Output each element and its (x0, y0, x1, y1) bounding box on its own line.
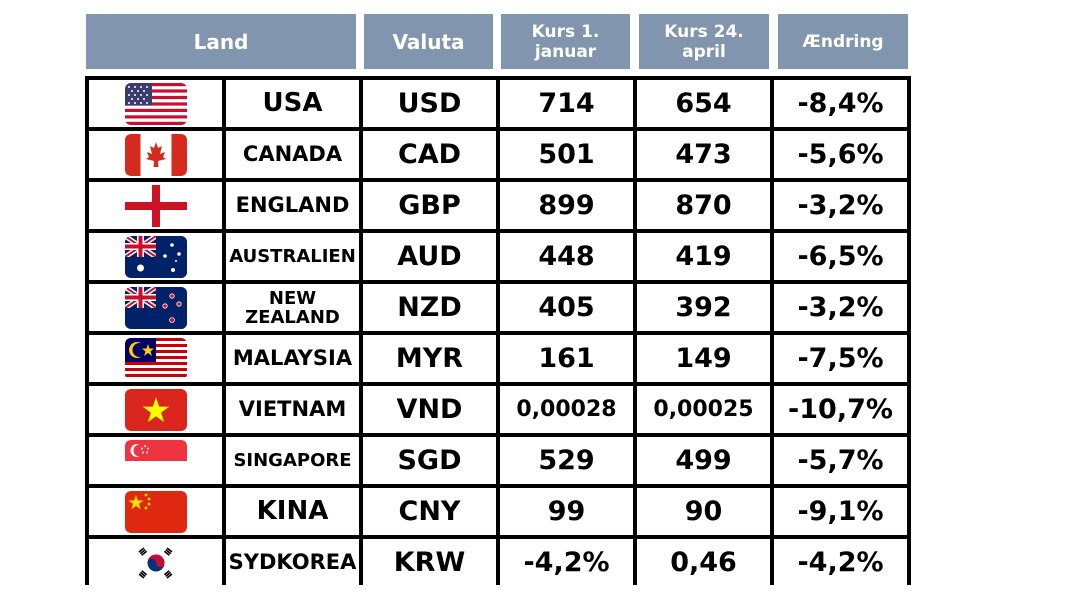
header-aendring-label: Ændring (802, 31, 884, 52)
malaysia-flag-icon (124, 337, 187, 380)
header-aendring: Ændring (778, 14, 908, 69)
header-kurs-april-label: Kurs 24. april (664, 22, 744, 62)
change-percent: -10,7% (774, 386, 907, 433)
table-row: AUSTRALIEN AUD 448 419 -6,5% (85, 233, 911, 280)
header-kurs-januar-label: Kurs 1. januar (532, 22, 600, 62)
flag-cell (89, 233, 222, 280)
currency-code: USD (363, 80, 496, 127)
rate-january: 529 (500, 437, 633, 484)
country-name: USA (226, 80, 359, 127)
flag-cell (89, 488, 222, 535)
change-percent: -5,7% (774, 437, 907, 484)
rate-january: 714 (500, 80, 633, 127)
currency-code: NZD (363, 284, 496, 331)
canada-flag-icon (124, 133, 187, 176)
country-name: VIETNAM (226, 386, 359, 433)
table-row: SYDKOREA KRW -4,2% 0,46 -4,2% (85, 539, 911, 586)
country-name: CANADA (226, 131, 359, 178)
currency-code: CNY (363, 488, 496, 535)
header-land: Land (86, 14, 356, 69)
table-row: KINA CNY 99 90 -9,1% (85, 488, 911, 535)
change-percent: -4,2% (774, 539, 907, 586)
table-row: MALAYSIA MYR 161 149 -7,5% (85, 335, 911, 382)
country-name-line1: NEW (268, 287, 317, 309)
country-name: ENGLAND (226, 182, 359, 229)
header-land-label: Land (193, 29, 249, 54)
currency-code: AUD (363, 233, 496, 280)
change-percent: -9,1% (774, 488, 907, 535)
flag-cell (89, 437, 222, 484)
currency-code: GBP (363, 182, 496, 229)
rate-april: 392 (637, 284, 770, 331)
table-row: VIETNAM VND 0,00028 0,00025 -10,7% (85, 386, 911, 433)
change-percent: -6,5% (774, 233, 907, 280)
rate-january: 161 (500, 335, 633, 382)
rate-april: 870 (637, 182, 770, 229)
country-name-wrap: NEW ZEALAND (245, 289, 340, 327)
change-percent: -7,5% (774, 335, 907, 382)
flag-cell (89, 284, 222, 331)
currency-table: USA USD 714 654 -8,4% CANADA CAD 501 473… (85, 76, 911, 586)
header-kurs-april-line1: Kurs 24. (664, 21, 744, 42)
new-zealand-flag-icon (124, 286, 187, 329)
rate-january: 405 (500, 284, 633, 331)
header-kurs-januar-line1: Kurs 1. (531, 21, 600, 42)
table-row: NEW ZEALAND NZD 405 392 -3,2% (85, 284, 911, 331)
change-percent: -5,6% (774, 131, 907, 178)
rate-january: 99 (500, 488, 633, 535)
country-name: AUSTRALIEN (226, 233, 359, 280)
country-name: NEW ZEALAND (226, 284, 359, 331)
country-name: MALAYSIA (226, 335, 359, 382)
rate-april: 0,46 (637, 539, 770, 586)
china-flag-icon (124, 490, 187, 533)
flag-cell (89, 386, 222, 433)
flag-cell (89, 335, 222, 382)
country-name-line2: ZEALAND (245, 306, 340, 328)
australia-flag-icon (124, 235, 187, 278)
currency-code: KRW (363, 539, 496, 586)
vietnam-flag-icon (124, 388, 187, 431)
table-row: ENGLAND GBP 899 870 -3,2% (85, 182, 911, 229)
rate-april: 473 (637, 131, 770, 178)
rate-april: 499 (637, 437, 770, 484)
header-valuta: Valuta (364, 14, 493, 69)
singapore-flag-icon (124, 439, 187, 482)
currency-code: SGD (363, 437, 496, 484)
rate-january: 899 (500, 182, 633, 229)
header-kurs-januar: Kurs 1. januar (501, 14, 630, 69)
change-percent: -3,2% (774, 284, 907, 331)
flag-cell (89, 80, 222, 127)
england-flag-icon (124, 184, 187, 227)
rate-april: 149 (637, 335, 770, 382)
country-name: KINA (226, 488, 359, 535)
country-name: SYDKOREA (226, 539, 359, 586)
table-row: USA USD 714 654 -8,4% (85, 80, 911, 127)
currency-code: VND (363, 386, 496, 433)
header-kurs-april: Kurs 24. april (639, 14, 769, 69)
header-kurs-januar-line2: januar (534, 41, 597, 62)
south-korea-flag-icon (124, 541, 187, 584)
change-percent: -8,4% (774, 80, 907, 127)
table-row: SINGAPORE SGD 529 499 -5,7% (85, 437, 911, 484)
country-name: SINGAPORE (226, 437, 359, 484)
flag-cell (89, 182, 222, 229)
table-row: CANADA CAD 501 473 -5,6% (85, 131, 911, 178)
usa-flag-icon (124, 82, 187, 125)
rate-april: 0,00025 (637, 386, 770, 433)
flag-cell (89, 131, 222, 178)
rate-january: 0,00028 (500, 386, 633, 433)
rate-april: 90 (637, 488, 770, 535)
rate-january: 448 (500, 233, 633, 280)
change-percent: -3,2% (774, 182, 907, 229)
header-valuta-label: Valuta (392, 29, 465, 54)
rate-january: -4,2% (500, 539, 633, 586)
currency-code: MYR (363, 335, 496, 382)
rate-april: 419 (637, 233, 770, 280)
rate-april: 654 (637, 80, 770, 127)
rate-january: 501 (500, 131, 633, 178)
flag-cell (89, 539, 222, 586)
currency-code: CAD (363, 131, 496, 178)
header-kurs-april-line2: april (682, 41, 726, 62)
